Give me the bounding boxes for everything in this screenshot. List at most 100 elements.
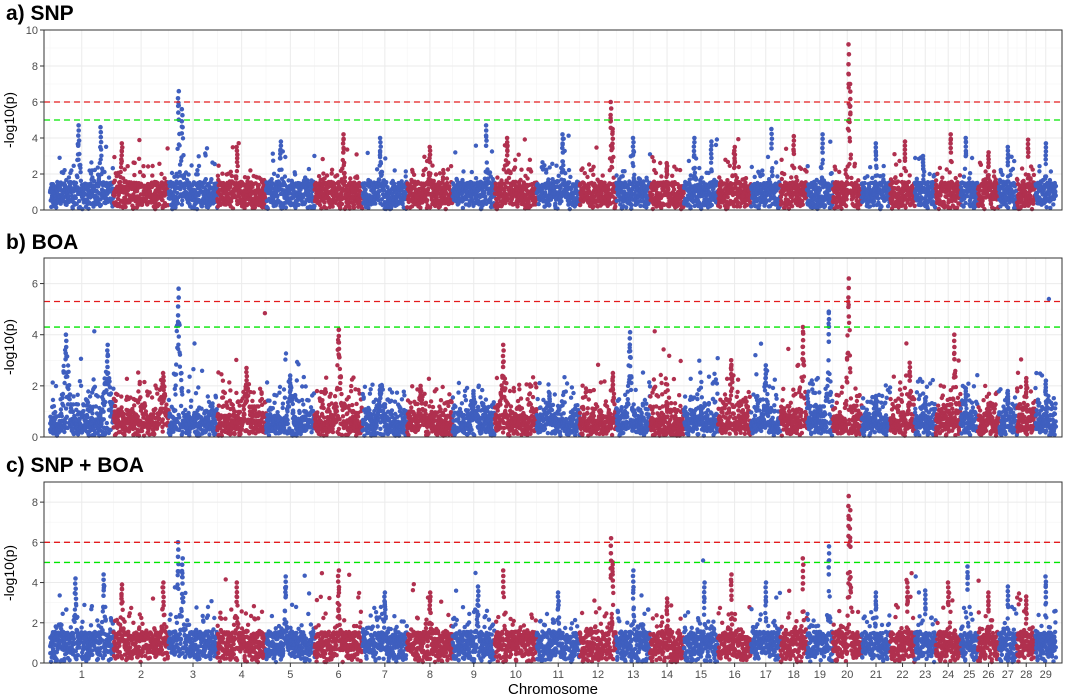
data-point xyxy=(77,151,82,157)
data-point xyxy=(697,165,702,171)
data-point xyxy=(829,171,834,176)
data-point xyxy=(378,161,384,166)
data-point xyxy=(392,168,397,173)
data-point xyxy=(103,144,109,149)
data-point xyxy=(586,162,592,167)
peak-point xyxy=(377,135,383,141)
data-point xyxy=(795,178,800,183)
data-point xyxy=(95,165,101,170)
peak-point xyxy=(631,148,636,154)
data-point xyxy=(354,152,359,157)
data-point xyxy=(566,133,571,138)
peak-point xyxy=(732,159,738,165)
peak-point xyxy=(791,142,796,148)
data-point xyxy=(342,170,347,176)
data-point xyxy=(879,204,884,209)
data-point xyxy=(881,163,886,169)
data-point xyxy=(519,167,524,172)
peak-point xyxy=(791,147,796,152)
data-point xyxy=(736,164,741,170)
data-point xyxy=(865,174,870,179)
data-point xyxy=(235,163,240,169)
data-point xyxy=(339,201,345,207)
peak-point xyxy=(119,157,124,162)
data-point xyxy=(512,165,518,170)
data-point xyxy=(179,202,185,207)
data-point xyxy=(132,160,137,166)
peak-point xyxy=(610,146,615,151)
data-point xyxy=(559,199,564,204)
peak-point xyxy=(769,141,774,146)
peak-point xyxy=(846,62,851,67)
data-point xyxy=(547,202,552,207)
data-point xyxy=(92,179,97,184)
data-point xyxy=(376,193,381,199)
peak-point xyxy=(664,172,670,177)
data-point xyxy=(181,153,186,158)
data-point xyxy=(856,178,861,183)
data-point xyxy=(782,171,787,177)
data-point xyxy=(536,201,541,207)
peak-point xyxy=(708,151,714,157)
data-point xyxy=(783,146,789,151)
peak-point xyxy=(691,148,697,154)
data-point xyxy=(283,205,289,210)
data-point xyxy=(418,205,423,210)
data-point xyxy=(914,176,919,181)
data-point xyxy=(92,167,98,173)
data-point xyxy=(78,170,83,175)
data-point xyxy=(580,166,585,171)
data-point xyxy=(495,175,500,180)
data-point xyxy=(752,174,757,180)
data-point xyxy=(681,190,686,196)
peak-point xyxy=(180,125,185,130)
data-point xyxy=(403,169,408,174)
data-point xyxy=(553,201,558,206)
data-point xyxy=(828,139,833,144)
data-point xyxy=(837,169,842,175)
data-point xyxy=(98,157,103,162)
peak-point xyxy=(175,96,181,101)
data-point xyxy=(717,204,723,209)
data-point xyxy=(727,163,732,168)
data-point xyxy=(123,204,128,210)
peak-point xyxy=(847,104,853,109)
data-point xyxy=(688,204,693,209)
data-point xyxy=(582,171,587,176)
data-point xyxy=(275,173,280,179)
data-point xyxy=(515,204,520,209)
data-point xyxy=(714,137,720,142)
peak-point xyxy=(847,81,853,87)
data-point xyxy=(365,150,370,156)
data-point xyxy=(892,152,897,157)
data-point xyxy=(658,160,663,166)
data-point xyxy=(893,162,899,167)
data-point xyxy=(743,176,749,181)
data-point xyxy=(671,187,677,192)
data-point xyxy=(508,170,513,176)
data-point xyxy=(620,174,625,179)
data-point xyxy=(76,198,82,204)
peak-point xyxy=(98,134,104,140)
data-point xyxy=(651,159,657,164)
peak-point xyxy=(769,136,775,141)
peak-point xyxy=(76,123,81,128)
data-point xyxy=(629,203,634,208)
data-point xyxy=(591,172,596,177)
data-point xyxy=(516,152,521,157)
data-point xyxy=(443,206,448,212)
data-point xyxy=(848,152,854,157)
peak-point xyxy=(483,123,489,128)
data-point xyxy=(849,175,854,181)
peak-point xyxy=(340,141,346,146)
data-point xyxy=(234,174,239,179)
peak-point xyxy=(504,153,510,158)
peak-point xyxy=(98,139,104,145)
data-point xyxy=(392,181,397,186)
data-point xyxy=(245,175,251,180)
peak-point xyxy=(709,139,714,144)
panel-title-snp: a) SNP xyxy=(6,2,74,25)
peak-point xyxy=(820,150,825,155)
peak-point xyxy=(820,141,825,146)
data-point xyxy=(373,201,378,206)
